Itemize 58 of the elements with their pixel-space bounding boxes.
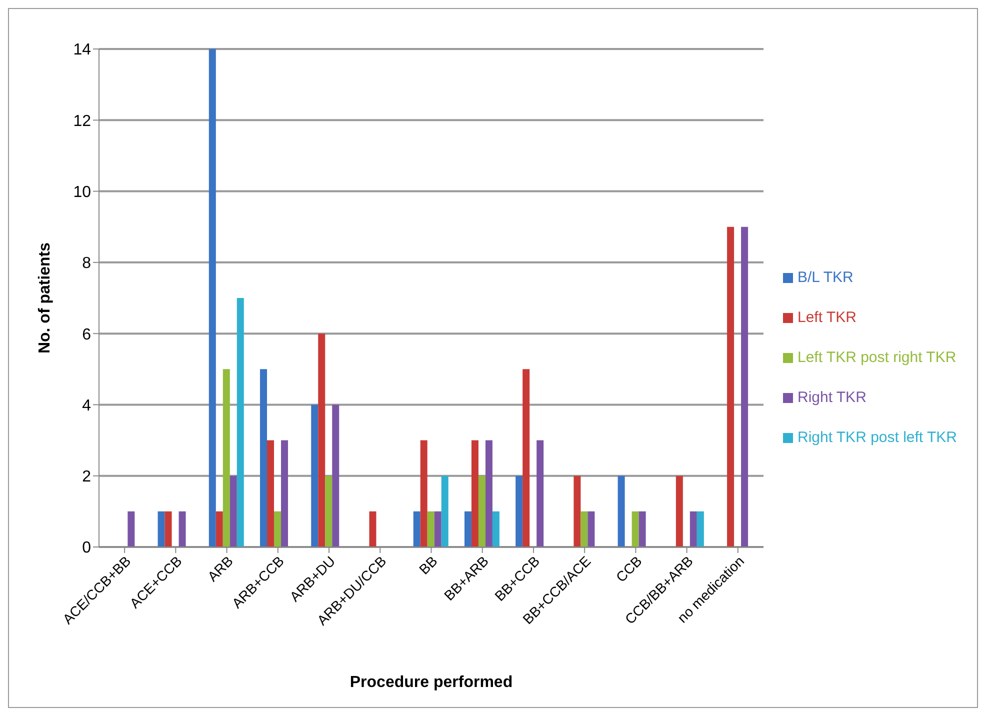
bar — [427, 511, 434, 547]
legend-label: Left TKR post right TKR — [797, 349, 956, 366]
bar — [216, 511, 223, 547]
y-tick-label: 4 — [82, 397, 92, 414]
bar — [741, 226, 748, 547]
y-tick-label: 2 — [82, 468, 92, 486]
bar — [332, 404, 340, 547]
legend-label: Right TKR post left TKR — [797, 429, 957, 446]
bar — [164, 511, 172, 547]
bar — [676, 476, 683, 547]
y-tick-label: 0 — [82, 540, 92, 557]
bar — [318, 334, 326, 547]
y-tick-label: 12 — [73, 112, 92, 130]
bar — [311, 404, 318, 547]
y-tick-label: 14 — [73, 42, 92, 59]
bar — [260, 369, 268, 547]
bar — [413, 511, 420, 547]
bar — [464, 511, 472, 547]
x-axis-title: Procedure performed — [350, 674, 513, 691]
bar — [478, 476, 486, 547]
bar — [441, 476, 448, 547]
bar — [471, 440, 478, 547]
bar — [267, 440, 274, 547]
y-tick-label: 10 — [73, 184, 92, 201]
x-tick-label: BB — [416, 552, 440, 578]
bar — [580, 511, 588, 547]
bar — [281, 440, 288, 547]
bar — [369, 511, 376, 547]
bar — [158, 511, 165, 547]
bar — [522, 369, 530, 547]
bar — [222, 369, 230, 547]
bar — [230, 476, 237, 547]
bar — [492, 511, 500, 547]
legend-label: Left TKR — [797, 309, 856, 326]
bar — [236, 298, 244, 547]
bar — [516, 476, 523, 547]
bar — [325, 476, 332, 547]
y-axis-title: No. of patients — [36, 242, 54, 354]
bar — [128, 511, 135, 547]
bar — [434, 511, 442, 547]
bar — [574, 476, 581, 547]
bar — [690, 511, 697, 547]
bar — [588, 511, 595, 547]
bar — [638, 511, 646, 547]
bar — [696, 511, 704, 547]
bar — [178, 511, 186, 547]
bar — [632, 511, 639, 547]
bar — [485, 440, 492, 547]
bar — [274, 511, 282, 547]
y-tick-label: 8 — [82, 255, 92, 272]
bar — [208, 49, 216, 547]
bar — [536, 440, 544, 547]
y-tick-label: 6 — [82, 326, 92, 344]
bar — [618, 476, 625, 547]
bar — [727, 226, 734, 547]
bar — [420, 440, 428, 547]
legend-label: B/L TKR — [797, 269, 854, 286]
legend-label: Right TKR — [797, 389, 866, 406]
